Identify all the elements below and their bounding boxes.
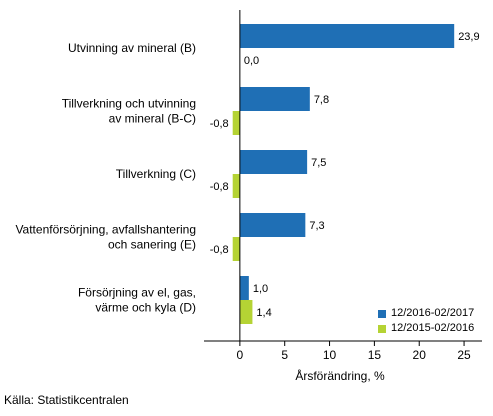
category-label-2: Tillverkning och utvinning av mineral (B-… bbox=[62, 97, 196, 126]
category-label-3-line-1: Tillverkning (C) bbox=[116, 167, 196, 181]
legend-label-series-2: 12/2015-02/2016 bbox=[391, 322, 475, 334]
x-axis: 0 5 10 15 20 25 bbox=[204, 10, 482, 362]
bar-s1-c3 bbox=[239, 150, 308, 174]
x-tick-label: 25 bbox=[457, 348, 471, 362]
value-label-s1-c4: 7,3 bbox=[309, 220, 324, 232]
x-tick-label: 10 bbox=[323, 348, 337, 362]
x-tick-label: 5 bbox=[281, 348, 288, 362]
value-label-s1-c2: 7,8 bbox=[314, 94, 329, 106]
value-label-s1-c1: 23,9 bbox=[458, 31, 479, 43]
value-label-s2-c3: -0,8 bbox=[210, 181, 229, 193]
bar-s1-c5 bbox=[239, 276, 249, 300]
legend-item-series-2: 12/2015-02/2016 bbox=[378, 321, 474, 336]
category-label-5-line-2: värme och kyla (D) bbox=[95, 301, 196, 315]
bar-s2-c3 bbox=[232, 174, 240, 198]
legend-label-series-1: 12/2016-02/2017 bbox=[391, 307, 475, 319]
bar-s2-c4 bbox=[232, 237, 240, 261]
value-label-s1-c3: 7,5 bbox=[311, 157, 326, 169]
source-note: Källa: Statistikcentralen bbox=[4, 393, 129, 407]
value-label-s2-c5: 1,4 bbox=[256, 307, 271, 319]
value-label-s2-c4: -0,8 bbox=[210, 244, 229, 256]
category-label-4-line-1: Vattenförsörjning, avfallshantering bbox=[15, 223, 196, 237]
category-label-2-line-2: av mineral (B-C) bbox=[109, 112, 196, 126]
category-label-5-line-1: Försörjning av el, gas, bbox=[78, 286, 196, 300]
category-label-4: Vattenförsörjning, avfallshantering och s… bbox=[15, 223, 196, 252]
bar-s1-c1 bbox=[239, 24, 455, 48]
x-tick-label: 0 bbox=[237, 348, 244, 362]
category-label-2-line-1: Tillverkning och utvinning bbox=[62, 97, 196, 111]
category-label-1: Utvinning av mineral (B) bbox=[68, 41, 196, 55]
category-label-3: Tillverkning (C) bbox=[116, 167, 196, 181]
legend-swatch-series-2 bbox=[378, 324, 386, 333]
x-tick-label: 20 bbox=[413, 348, 427, 362]
bar-s2-c2 bbox=[232, 111, 240, 135]
legend: 12/2016-02/2017 12/2015-02/2016 bbox=[378, 306, 474, 336]
bars-group bbox=[232, 24, 455, 324]
category-labels-group: Utvinning av mineral (B) Tillverkning och… bbox=[15, 41, 196, 315]
value-labels-group: 23,9 0,0 7,8 -0,8 7,5 -0,8 7,3 -0,8 1,0 1,4 bbox=[210, 31, 480, 319]
x-axis-title: Årsförändring, % bbox=[295, 368, 385, 383]
legend-item-series-1: 12/2016-02/2017 bbox=[378, 306, 474, 321]
x-tick-label: 15 bbox=[368, 348, 382, 362]
category-label-5: Försörjning av el, gas, värme och kyla (D… bbox=[78, 286, 196, 315]
bar-s1-c2 bbox=[239, 87, 310, 111]
bar-s2-c5 bbox=[239, 300, 253, 324]
bar-s1-c4 bbox=[239, 213, 306, 237]
legend-swatch-series-1 bbox=[378, 309, 386, 318]
category-label-1-line-1: Utvinning av mineral (B) bbox=[68, 41, 196, 55]
category-label-4-line-2: och sanering (E) bbox=[108, 238, 196, 252]
value-label-s1-c5: 1,0 bbox=[253, 283, 268, 295]
value-label-s2-c2: -0,8 bbox=[210, 118, 229, 130]
value-label-s2-c1: 0,0 bbox=[244, 55, 259, 67]
